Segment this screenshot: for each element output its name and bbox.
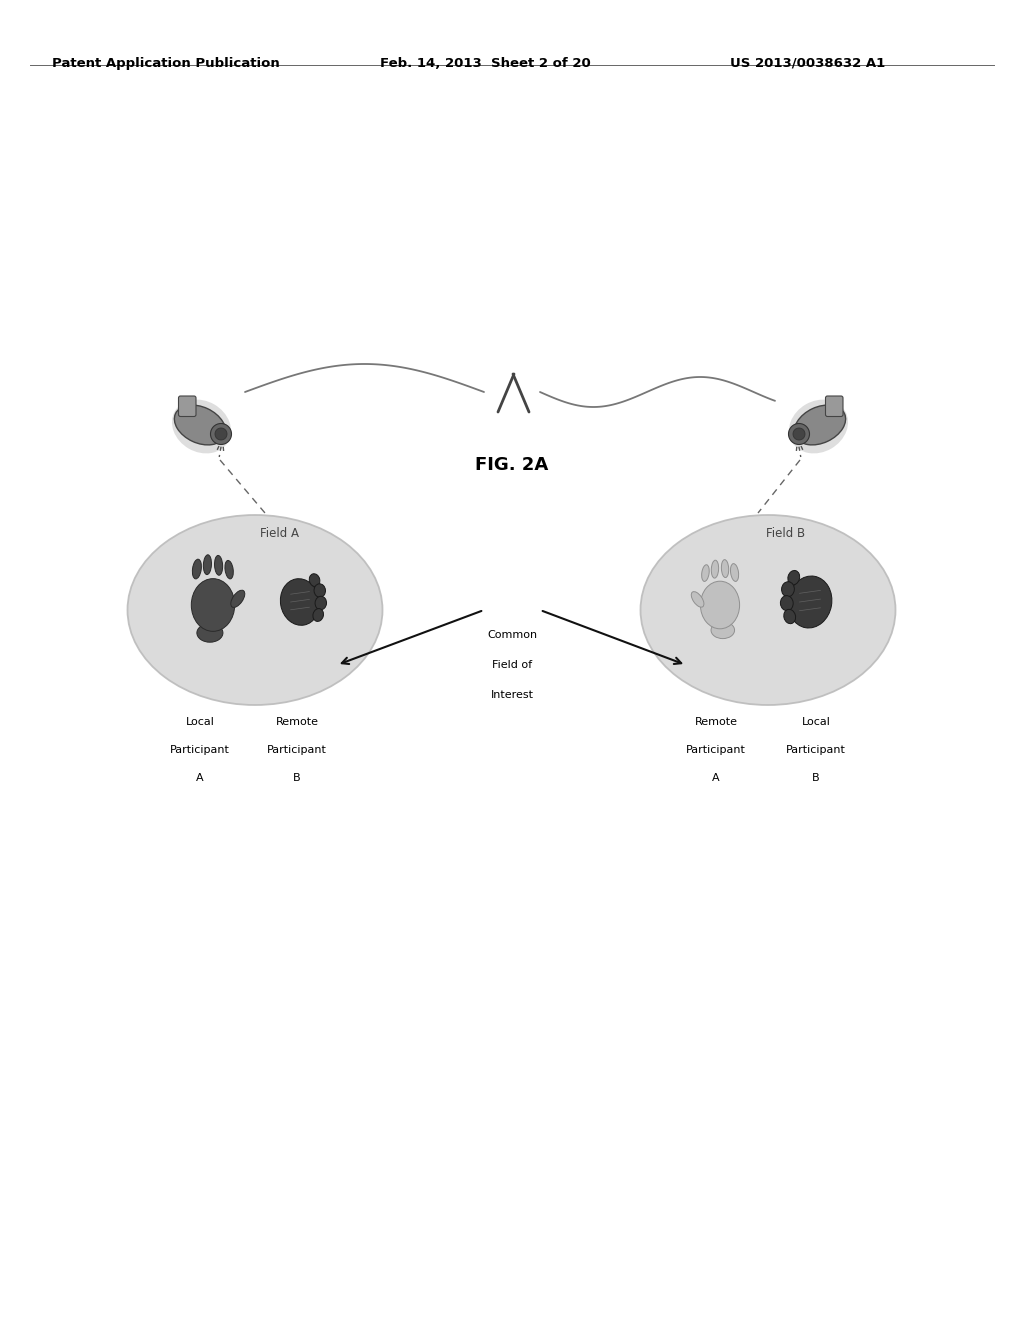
Ellipse shape <box>783 610 796 623</box>
Ellipse shape <box>721 560 729 578</box>
Ellipse shape <box>191 578 234 631</box>
Text: Patent Application Publication: Patent Application Publication <box>52 57 280 70</box>
Ellipse shape <box>225 561 233 579</box>
Circle shape <box>215 428 227 440</box>
Ellipse shape <box>787 570 800 585</box>
Ellipse shape <box>730 564 738 581</box>
Text: Remote: Remote <box>275 717 318 727</box>
Text: Participant: Participant <box>686 744 745 755</box>
Text: Field A: Field A <box>260 527 299 540</box>
Ellipse shape <box>701 565 710 581</box>
FancyBboxPatch shape <box>178 396 196 417</box>
Ellipse shape <box>314 583 326 598</box>
Text: Participant: Participant <box>267 744 327 755</box>
Text: Feb. 14, 2013  Sheet 2 of 20: Feb. 14, 2013 Sheet 2 of 20 <box>380 57 591 70</box>
Ellipse shape <box>788 400 848 453</box>
Ellipse shape <box>640 515 896 705</box>
Text: A: A <box>197 774 204 783</box>
Ellipse shape <box>781 582 795 597</box>
Ellipse shape <box>128 515 383 705</box>
Text: Common: Common <box>487 630 537 640</box>
Circle shape <box>788 424 810 445</box>
Ellipse shape <box>281 578 319 626</box>
Ellipse shape <box>174 405 225 445</box>
Text: Remote: Remote <box>694 717 737 727</box>
Ellipse shape <box>230 590 245 607</box>
Text: A: A <box>712 774 720 783</box>
Text: US 2013/0038632 A1: US 2013/0038632 A1 <box>730 57 886 70</box>
Ellipse shape <box>309 574 319 586</box>
Ellipse shape <box>700 581 739 628</box>
Ellipse shape <box>315 597 327 610</box>
Text: Local: Local <box>802 717 830 727</box>
Text: B: B <box>812 774 820 783</box>
Ellipse shape <box>214 556 222 576</box>
Text: FIG. 2A: FIG. 2A <box>475 455 549 474</box>
Ellipse shape <box>197 623 223 643</box>
Ellipse shape <box>711 622 734 639</box>
Ellipse shape <box>313 609 324 622</box>
Text: Local: Local <box>185 717 214 727</box>
Ellipse shape <box>712 560 719 578</box>
Ellipse shape <box>193 560 202 579</box>
Text: Participant: Participant <box>786 744 846 755</box>
Circle shape <box>793 428 805 440</box>
Text: Field of: Field of <box>492 660 532 671</box>
Text: Interest: Interest <box>490 690 534 700</box>
Circle shape <box>211 424 231 445</box>
Ellipse shape <box>795 405 846 445</box>
Ellipse shape <box>204 554 212 574</box>
Ellipse shape <box>780 595 794 611</box>
Text: Participant: Participant <box>170 744 230 755</box>
Text: Field B: Field B <box>766 527 806 540</box>
FancyBboxPatch shape <box>825 396 843 417</box>
Ellipse shape <box>788 576 831 628</box>
Ellipse shape <box>691 591 703 607</box>
Ellipse shape <box>172 400 231 453</box>
Text: B: B <box>293 774 301 783</box>
